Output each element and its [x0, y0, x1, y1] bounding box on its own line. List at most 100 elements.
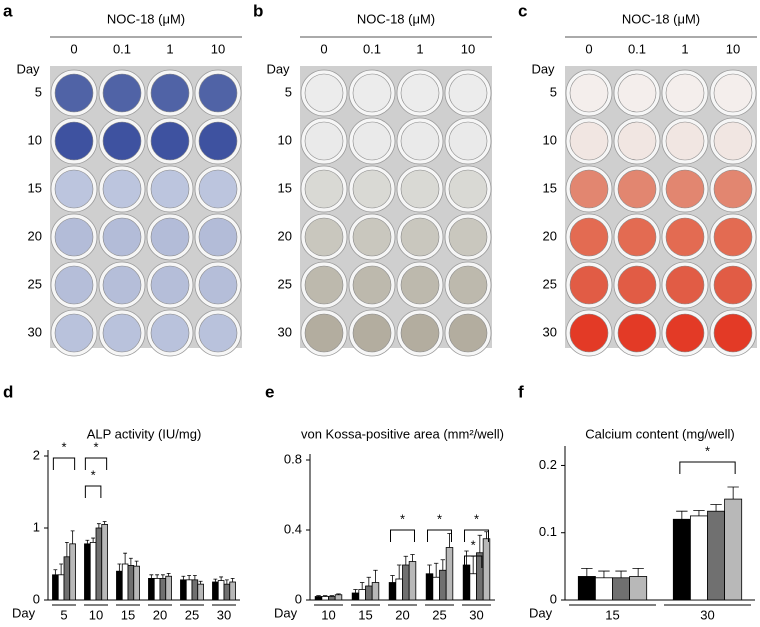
- panel-letter: e: [265, 382, 274, 401]
- day-label: Day: [266, 61, 290, 76]
- bar: [101, 524, 108, 601]
- bar: [612, 577, 631, 601]
- concentration-label: 10: [461, 41, 475, 56]
- well: [198, 169, 238, 209]
- bar: [595, 577, 613, 601]
- error-bar: [192, 575, 197, 580]
- bar: [707, 510, 726, 601]
- error-bar: [213, 578, 218, 582]
- x-tick-label: 15: [121, 607, 135, 622]
- concentration-label: 10: [211, 41, 225, 56]
- error-bar: [396, 564, 402, 579]
- well: [713, 169, 753, 209]
- well: [713, 265, 753, 305]
- error-bar: [224, 579, 229, 585]
- y-tick-label: 0.8: [284, 451, 302, 466]
- x-tick-label: 10: [321, 607, 335, 622]
- error-bar: [149, 574, 154, 579]
- error-bar: [693, 510, 705, 516]
- bar: [425, 573, 434, 601]
- error-bar: [598, 570, 610, 578]
- significance-bracket: [390, 529, 415, 542]
- significance-bracket: [464, 529, 489, 542]
- well: [304, 313, 344, 353]
- day-value: 15: [278, 180, 292, 195]
- well: [150, 313, 190, 353]
- error-bar: [322, 595, 328, 597]
- well: [617, 313, 657, 353]
- day-value: 30: [543, 324, 557, 339]
- day-value: 15: [28, 180, 42, 195]
- error-bar: [464, 550, 469, 565]
- bar: [153, 578, 161, 601]
- error-bar: [373, 569, 378, 583]
- y-tick-label: 0: [550, 591, 557, 606]
- bar: [191, 579, 199, 601]
- x-tick-label: 20: [153, 607, 167, 622]
- well: [448, 73, 488, 113]
- error-bar: [470, 555, 476, 574]
- well: [400, 121, 440, 161]
- well: [665, 265, 705, 305]
- x-tick-label: 20: [395, 607, 409, 622]
- error-bar: [336, 593, 341, 595]
- day-value: 10: [278, 132, 292, 147]
- well: [150, 73, 190, 113]
- well: [665, 169, 705, 209]
- bar: [577, 576, 596, 601]
- error-bar: [59, 563, 64, 575]
- significance-bracket: [464, 555, 483, 568]
- day-value: 25: [278, 276, 292, 291]
- day-value: 20: [278, 228, 292, 243]
- panel-letter: b: [253, 1, 263, 20]
- significance-label: *: [61, 439, 66, 454]
- x-tick-label: 30: [700, 607, 714, 622]
- day-value: 15: [543, 180, 557, 195]
- day-value: 5: [550, 84, 557, 99]
- well: [617, 169, 657, 209]
- well: [352, 121, 392, 161]
- bar: [432, 576, 440, 601]
- bar: [95, 527, 103, 601]
- day-value: 30: [278, 324, 292, 339]
- well: [448, 169, 488, 209]
- bar: [229, 581, 236, 601]
- bar: [133, 565, 140, 601]
- error-bar: [676, 510, 688, 520]
- well: [569, 265, 609, 305]
- well: [448, 217, 488, 257]
- concentration-label: 0: [320, 41, 327, 56]
- well: [102, 217, 142, 257]
- well: [352, 265, 392, 305]
- x-tick-label: 10: [89, 607, 103, 622]
- bar: [127, 565, 135, 601]
- bar: [121, 563, 129, 601]
- bar: [672, 518, 691, 601]
- well: [198, 265, 238, 305]
- well: [400, 73, 440, 113]
- x-axis-label: Day: [529, 605, 553, 620]
- day-value: 25: [28, 276, 42, 291]
- chart-title: ALP activity (IU/mg): [87, 426, 202, 441]
- significance-bracket: [84, 485, 102, 498]
- error-bar: [447, 533, 452, 548]
- concentration-label: 0.1: [628, 41, 646, 56]
- error-bar: [70, 530, 75, 544]
- error-bar: [366, 576, 372, 586]
- well: [150, 265, 190, 305]
- bar: [185, 579, 193, 601]
- concentration-label: 0: [70, 41, 77, 56]
- well: [102, 73, 142, 113]
- well: [400, 265, 440, 305]
- error-bar: [91, 537, 96, 543]
- error-bar: [64, 542, 69, 557]
- bar: [116, 570, 123, 601]
- panel-letter: d: [3, 382, 13, 401]
- well: [54, 169, 94, 209]
- day-value: 20: [28, 228, 42, 243]
- significance-bracket: [84, 457, 108, 470]
- x-tick-label: 25: [185, 607, 199, 622]
- well: [150, 169, 190, 209]
- significance-label: *: [471, 537, 476, 552]
- significance-bracket: [52, 457, 76, 470]
